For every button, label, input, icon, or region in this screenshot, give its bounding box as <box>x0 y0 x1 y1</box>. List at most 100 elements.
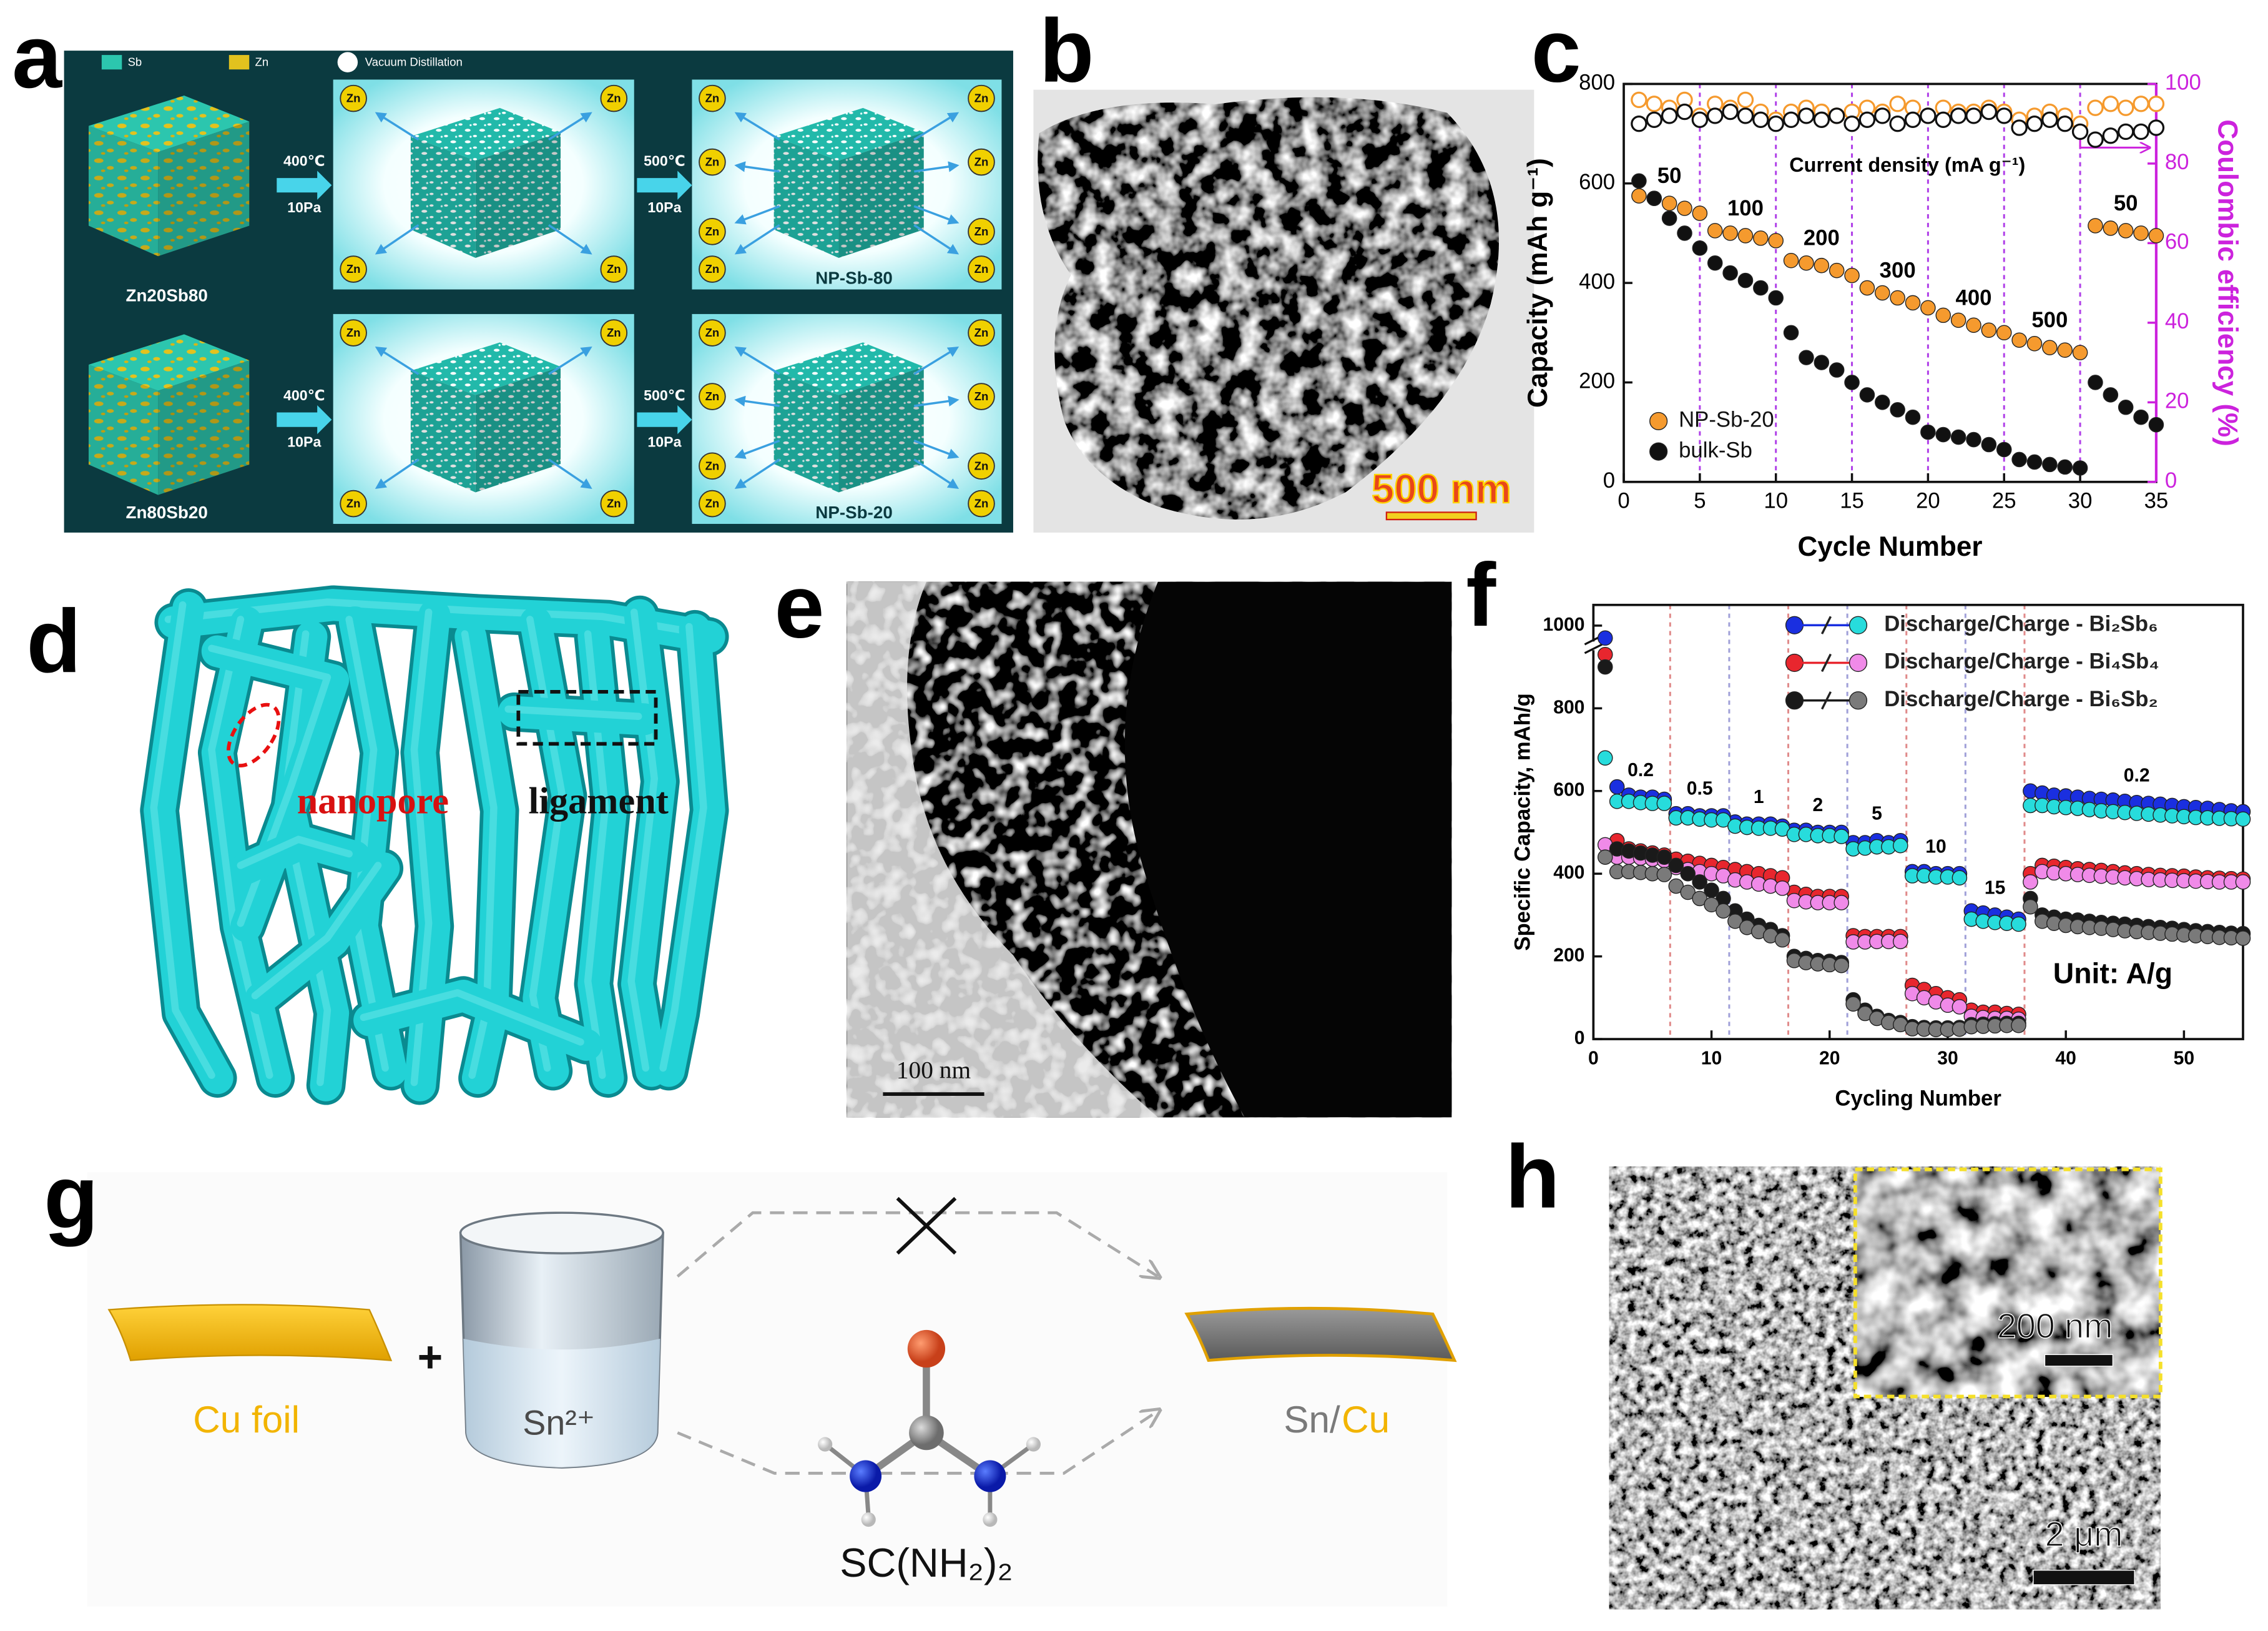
zn-label: Zn <box>346 92 361 105</box>
data-point <box>1981 322 1997 338</box>
data-point <box>1935 426 1951 443</box>
cube-left <box>773 370 839 493</box>
ligament <box>353 980 602 1061</box>
data-point <box>1981 436 1997 453</box>
data-point <box>1783 252 1799 269</box>
efficiency-point <box>1707 107 1724 124</box>
rate-label: 15 <box>1985 878 2006 899</box>
inset-scale-bar-label: 200 nm <box>1997 1306 2113 1345</box>
vapor-arrow <box>375 346 420 375</box>
zn-badge <box>699 383 726 410</box>
cube-top <box>88 334 250 391</box>
zn-label: Zn <box>974 497 989 510</box>
data-point <box>1692 205 1708 221</box>
zn-badge <box>699 148 726 176</box>
zn-label: Zn <box>607 497 621 510</box>
legend-marker <box>1649 442 1668 461</box>
efficiency-point <box>1631 115 1647 132</box>
cube-right <box>475 367 561 493</box>
data-point <box>1834 957 1849 973</box>
cube-top <box>773 107 924 161</box>
data-point <box>1768 233 1784 249</box>
data-point <box>2011 1017 2026 1033</box>
legend-slash <box>1820 616 1832 634</box>
legend-label: Discharge/Charge - Bi₂Sb₆ <box>1884 612 2158 636</box>
data-point <box>1737 228 1754 244</box>
rate-label: 50 <box>1657 164 1682 188</box>
zn-label: Zn <box>346 262 361 275</box>
x-tick-label: 30 <box>2068 489 2093 513</box>
data-point <box>1692 874 1707 890</box>
cube-right-shade <box>838 132 924 259</box>
legend-slash <box>1820 653 1832 673</box>
zn-badge <box>699 490 726 518</box>
zn-badge <box>600 490 628 518</box>
data-point <box>1597 750 1613 766</box>
x-tick-label: 40 <box>2055 1048 2076 1068</box>
panel-label: d <box>26 591 81 691</box>
data-point <box>1677 200 1692 216</box>
zn-badge <box>699 218 726 245</box>
zn-label: Zn <box>607 262 621 275</box>
data-point <box>2103 387 2119 403</box>
y2-tick-label: 0 <box>2165 469 2177 493</box>
legend-swatch <box>228 55 250 70</box>
legend-label: Discharge/Charge - Bi₄Sb₄ <box>1884 650 2159 674</box>
rate-label: 0.2 <box>2124 766 2150 786</box>
y-tick-label: 400 <box>1579 270 1615 293</box>
zn-badge <box>340 84 367 112</box>
data-point <box>1677 225 1692 241</box>
cube-right <box>838 367 924 493</box>
zn-label: Zn <box>705 326 720 339</box>
x-tick-label: 20 <box>1916 489 1940 513</box>
panel-label: e <box>775 557 825 657</box>
data-point <box>2088 218 2103 234</box>
cube-top <box>88 95 250 152</box>
data-point <box>1716 812 1731 828</box>
data-point <box>1704 897 1719 913</box>
efficiency-point <box>1737 107 1754 124</box>
data-point <box>2042 340 2058 355</box>
rate-label: 0.2 <box>1627 760 1654 781</box>
cube-left-shade <box>410 370 476 493</box>
scale-bar-label: 500 nm <box>1372 466 1511 511</box>
efficiency-point <box>1691 111 1709 128</box>
y2-tick-label: 40 <box>2165 310 2189 333</box>
rate-label: 400 <box>1956 286 1992 310</box>
efficiency-point <box>1996 107 2013 124</box>
chart: 0 10 20 30 40 50 0 200 400 600 800 1000 Cycling Numb… <box>1511 603 2251 1111</box>
y-tick-label: 200 <box>1553 945 1584 966</box>
data-point <box>1656 796 1672 811</box>
ligament <box>454 621 516 1095</box>
data-point <box>2072 460 2088 476</box>
efficiency-point <box>1828 107 1845 124</box>
data-point <box>1768 290 1784 306</box>
data-point <box>1890 402 1905 418</box>
data-point <box>1845 996 1861 1012</box>
zn-label: Zn <box>346 497 361 510</box>
x-tick-label: 10 <box>1764 489 1788 513</box>
data-point <box>1668 878 1684 894</box>
data-point <box>2072 345 2088 360</box>
cube-right <box>158 360 250 495</box>
x-tick-label: 30 <box>1937 1048 1958 1068</box>
y2-tick-label: 60 <box>2165 230 2189 254</box>
x-tick-label: 10 <box>1701 1048 1722 1068</box>
efficiency-point <box>1889 115 1906 132</box>
ligament <box>498 696 660 736</box>
sn-cu-foil <box>1184 1306 1457 1362</box>
solution-label: Sn²⁺ <box>523 1404 595 1442</box>
data-point <box>2133 225 2149 241</box>
y-tick-label: 800 <box>1553 697 1584 717</box>
chart: 0 5 10 15 20 25 30 350200400600800020406080100C… <box>1523 71 2242 562</box>
data-point <box>1716 903 1731 919</box>
step-temperature: 400℃ <box>283 387 325 403</box>
ligament-highlight <box>237 835 353 869</box>
data-point <box>2235 930 2251 946</box>
nanoporous-model <box>140 585 729 1105</box>
additive-label: SC(NH₂)₂ <box>840 1540 1013 1585</box>
y2-tick-label: 20 <box>2165 389 2189 413</box>
zn-label: Zn <box>974 459 989 472</box>
data-point <box>2011 332 2027 348</box>
blocked-route <box>676 1211 1157 1276</box>
